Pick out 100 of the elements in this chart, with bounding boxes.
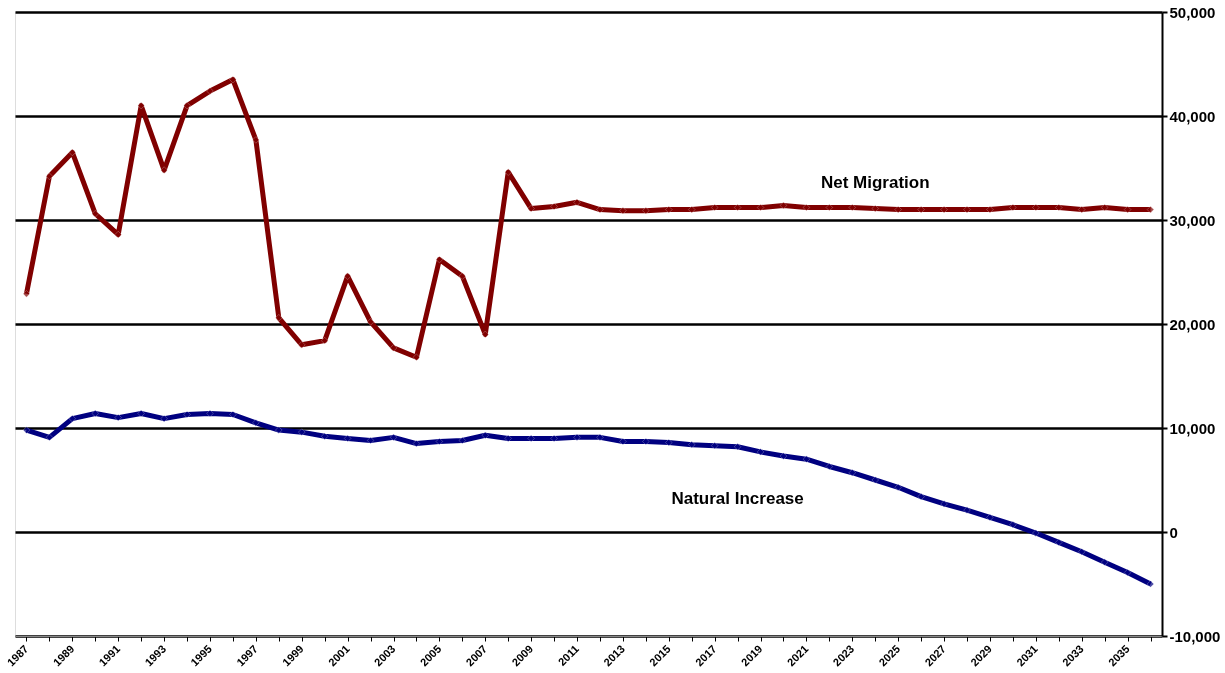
point <box>229 410 237 419</box>
point <box>114 413 123 422</box>
point <box>825 203 834 212</box>
point <box>779 452 788 460</box>
point <box>550 202 558 211</box>
point <box>687 440 696 449</box>
point <box>573 198 581 207</box>
point <box>1009 203 1017 212</box>
point <box>527 434 535 443</box>
point <box>1100 558 1109 567</box>
point <box>1123 568 1132 577</box>
point <box>504 434 513 443</box>
point <box>1009 520 1017 529</box>
point <box>940 205 948 214</box>
point <box>206 87 214 95</box>
point <box>137 101 146 110</box>
point <box>871 476 880 484</box>
point <box>481 431 490 440</box>
point <box>894 483 903 492</box>
point <box>1100 203 1109 212</box>
point <box>573 433 581 442</box>
point <box>756 203 765 212</box>
y-tick-label: 40,000 <box>1169 107 1216 125</box>
point <box>1054 538 1063 547</box>
point <box>596 433 604 442</box>
y-tick-label: 50,000 <box>1169 3 1216 21</box>
point <box>733 203 742 212</box>
point <box>481 330 490 339</box>
point <box>733 442 742 451</box>
point <box>412 353 421 362</box>
point <box>458 272 467 281</box>
point <box>114 230 123 239</box>
point <box>802 455 811 464</box>
point <box>940 500 948 508</box>
point <box>91 409 100 418</box>
point <box>22 426 31 434</box>
point <box>1077 547 1086 556</box>
point <box>894 205 903 214</box>
point <box>710 441 719 450</box>
point <box>297 340 306 349</box>
point <box>366 436 375 445</box>
point <box>550 434 558 443</box>
y-tick-label: 20,000 <box>1169 315 1216 333</box>
series-label: Natural Increase <box>671 488 804 508</box>
point <box>642 437 650 446</box>
point <box>1031 529 1040 537</box>
point <box>343 272 352 281</box>
point <box>664 438 673 447</box>
point <box>389 344 398 352</box>
point <box>389 433 398 442</box>
point <box>252 418 260 427</box>
point <box>917 205 925 214</box>
point <box>160 166 168 174</box>
point <box>642 206 650 215</box>
point <box>1146 580 1155 588</box>
point <box>710 203 719 212</box>
point <box>91 209 100 218</box>
point <box>320 336 329 345</box>
point <box>45 172 54 181</box>
point <box>963 506 971 515</box>
point <box>917 492 925 501</box>
point <box>848 203 857 212</box>
point <box>183 101 191 110</box>
y-tick-label: -10,000 <box>1169 627 1221 645</box>
point <box>1054 203 1063 212</box>
point <box>45 433 54 442</box>
point <box>802 203 811 212</box>
point <box>160 414 168 423</box>
y-tick-label: 0 <box>1169 523 1178 541</box>
point <box>274 426 283 434</box>
point <box>435 255 444 264</box>
point <box>504 168 513 177</box>
point <box>252 136 260 144</box>
point <box>825 462 834 471</box>
point <box>274 313 283 322</box>
point <box>779 201 788 210</box>
point <box>527 204 535 213</box>
point <box>320 432 329 441</box>
point <box>183 410 191 419</box>
point <box>871 204 880 213</box>
point <box>986 205 994 214</box>
point <box>412 439 421 448</box>
point <box>229 75 237 84</box>
point <box>137 409 146 418</box>
point <box>458 436 467 445</box>
point <box>297 428 306 437</box>
point <box>68 414 77 423</box>
point <box>68 148 77 157</box>
series-label: Net Migration <box>820 172 930 192</box>
y-tick-label: 30,000 <box>1169 211 1216 229</box>
y-tick-label: 10,000 <box>1169 419 1216 437</box>
point <box>1123 205 1132 214</box>
point <box>963 205 971 214</box>
point <box>1077 205 1086 214</box>
point <box>986 513 994 522</box>
point <box>848 468 857 477</box>
point <box>596 205 604 214</box>
point <box>1031 203 1040 212</box>
point <box>619 437 627 446</box>
point <box>756 448 765 456</box>
